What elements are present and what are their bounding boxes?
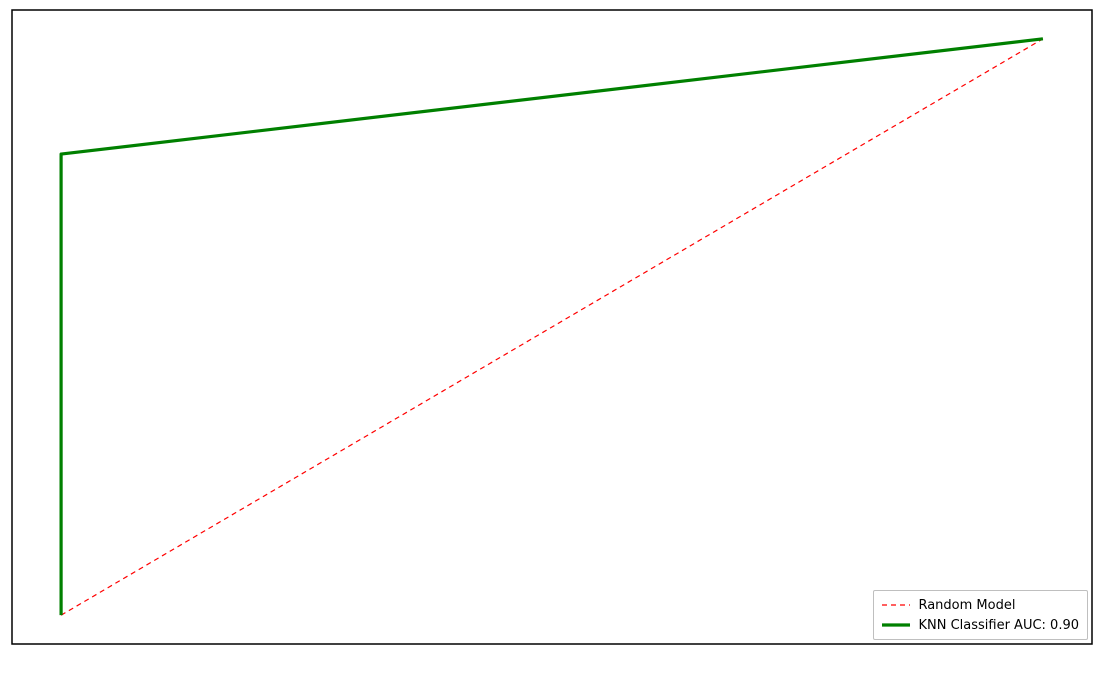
legend-label-knn: KNN Classifier AUC: 0.90 (918, 618, 1079, 633)
legend-label-random: Random Model (918, 598, 1015, 613)
roc-chart: Random Model KNN Classifier AUC: 0.90 (0, 0, 1104, 678)
legend-item-knn: KNN Classifier AUC: 0.90 (882, 615, 1079, 635)
legend-swatch-knn (882, 618, 910, 632)
roc-chart-svg (0, 0, 1104, 678)
legend-swatch-random (882, 598, 910, 612)
legend-item-random: Random Model (882, 595, 1079, 615)
chart-legend: Random Model KNN Classifier AUC: 0.90 (873, 590, 1088, 640)
